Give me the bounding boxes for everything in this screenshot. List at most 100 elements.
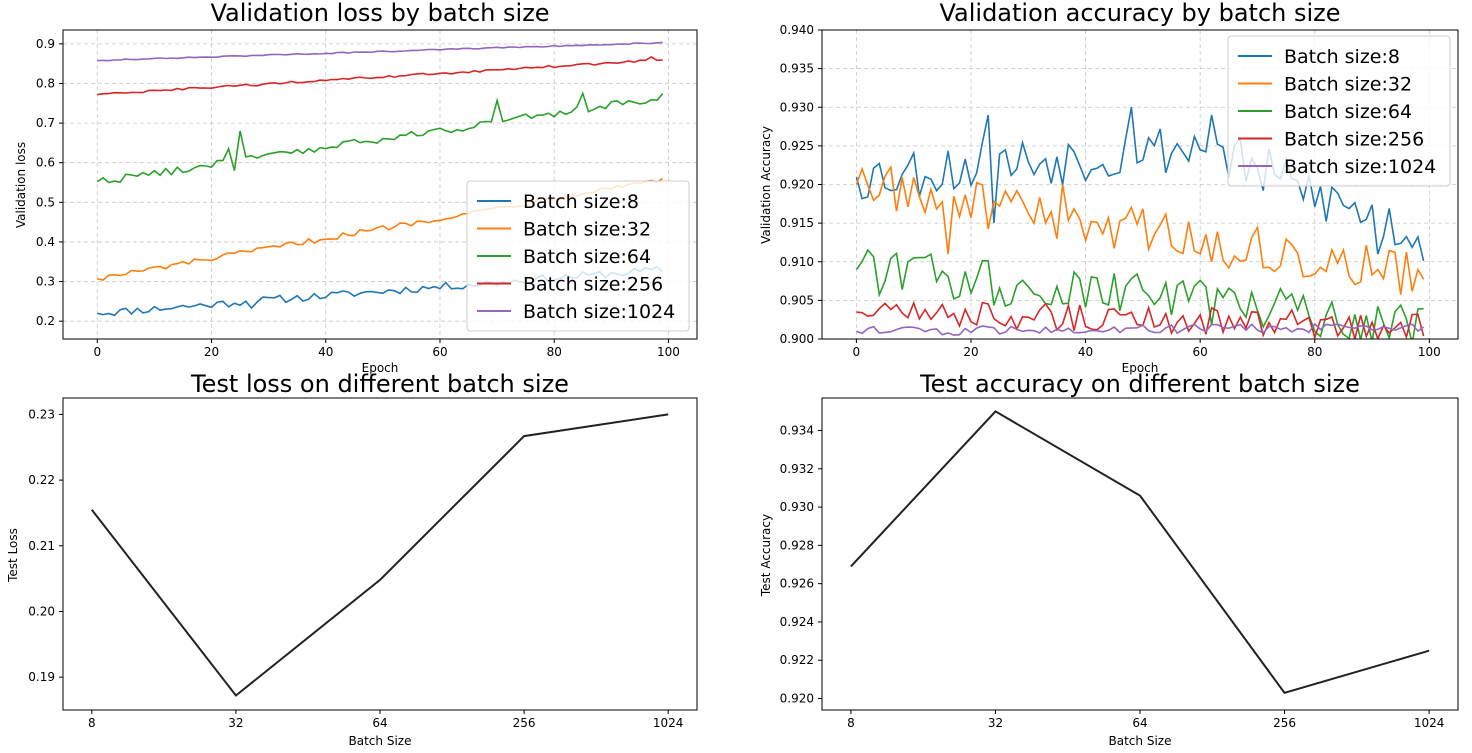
- y-axis-label: Validation Accuracy: [759, 126, 773, 244]
- axis-ticks: 8 32 64 256 1024 0.19 0.20 0.21 0.22 0.23: [28, 407, 683, 730]
- legend-label: Batch size:32: [523, 219, 651, 241]
- y-tick-label: 0.928: [780, 538, 814, 552]
- series-line: [97, 55, 663, 96]
- x-tick-label: 8: [88, 716, 96, 730]
- y-axis-label: Test Loss: [6, 528, 20, 583]
- y-axis-label: Validation loss: [14, 142, 28, 228]
- y-tick-label: 0.920: [780, 178, 814, 192]
- y-tick-label: 0.935: [780, 62, 814, 76]
- legend-label: Batch size:32: [1284, 74, 1412, 96]
- plot-lines: [850, 410, 1430, 694]
- legend-label: Batch size:1024: [1284, 156, 1436, 178]
- x-tick-label: 1024: [653, 716, 684, 730]
- plot-frame: [62, 397, 698, 711]
- legend-box: [1227, 35, 1451, 187]
- plot-frame: [62, 29, 698, 340]
- x-tick-label: 20: [204, 345, 219, 359]
- legend: Batch size:8 Batch size:32 Batch size:64 Ba…: [466, 180, 690, 332]
- x-tick-label: 0: [853, 345, 861, 359]
- y-axis-label: Test Accuracy: [759, 514, 773, 597]
- legend-label: Batch size:256: [523, 274, 663, 296]
- y-tick-label: 0.924: [780, 615, 814, 629]
- x-tick-label: 256: [1273, 716, 1296, 730]
- y-tick-label: 0.910: [780, 255, 814, 269]
- y-tick-label: 0.23: [28, 407, 55, 421]
- x-axis-label: Epoch: [1122, 361, 1159, 375]
- series-line: [856, 300, 1425, 339]
- y-tick-label: 0.905: [780, 293, 814, 307]
- x-tick-label: 0: [93, 345, 101, 359]
- y-tick-label: 0.926: [780, 577, 814, 591]
- chart-title: Test loss on different batch size: [190, 370, 569, 398]
- plot-frame: [821, 397, 1459, 711]
- y-tick-label: 0.2: [36, 314, 55, 328]
- y-tick-label: 0.925: [780, 139, 814, 153]
- series-line: [91, 413, 669, 697]
- y-tick-label: 0.930: [780, 500, 814, 514]
- legend-label: Batch size:256: [1284, 129, 1424, 151]
- x-tick-label: 256: [513, 716, 536, 730]
- y-tick-label: 0.7: [36, 116, 55, 130]
- y-tick-label: 0.934: [780, 424, 814, 438]
- y-tick-label: 0.900: [780, 332, 814, 346]
- axis-ticks: 0 20 40 60 80 100 0.900 0.905 0.910 0.915 0.920 0.9…: [780, 23, 1441, 359]
- chart-test-accuracy: Test accuracy on different batch size Ba…: [759, 370, 1459, 748]
- y-tick-label: 0.20: [28, 604, 55, 618]
- axis-ticks: 8 32 64 256 1024 0.920 0.922 0.924 0.926 0.928 0.9…: [780, 424, 1445, 730]
- plot-lines: [855, 107, 1425, 339]
- x-tick-label: 60: [432, 345, 447, 359]
- y-tick-label: 0.920: [780, 692, 814, 706]
- x-tick-label: 32: [988, 716, 1003, 730]
- series-line: [856, 322, 1425, 336]
- plot-lines: [91, 413, 669, 697]
- y-tick-label: 0.9: [36, 37, 55, 51]
- legend-label: Batch size:8: [523, 191, 639, 213]
- legend-box: [466, 180, 690, 332]
- x-tick-label: 64: [372, 716, 387, 730]
- series-line: [855, 164, 1425, 295]
- legend: Batch size:8 Batch size:32 Batch size:64 Ba…: [1227, 35, 1451, 187]
- y-tick-label: 0.922: [780, 653, 814, 667]
- legend-label: Batch size:1024: [523, 301, 675, 323]
- x-tick-label: 64: [1132, 716, 1147, 730]
- y-tick-label: 0.6: [36, 156, 55, 170]
- chart-validation-accuracy: Validation accuracy by batch size Epoch …: [759, 0, 1459, 375]
- chart-title: Validation loss by batch size: [210, 0, 549, 27]
- legend-label: Batch size:64: [523, 246, 651, 268]
- y-tick-label: 0.22: [28, 473, 55, 487]
- legend-label: Batch size:64: [1284, 101, 1412, 123]
- x-tick-label: 1024: [1414, 716, 1445, 730]
- x-axis-label: Epoch: [362, 361, 399, 375]
- y-tick-label: 0.21: [28, 539, 55, 553]
- x-tick-label: 40: [1078, 345, 1093, 359]
- chart-test-loss: Test loss on different batch size Batch …: [6, 370, 698, 748]
- y-tick-label: 0.930: [780, 100, 814, 114]
- y-tick-label: 0.4: [36, 235, 55, 249]
- chart-title: Test accuracy on different batch size: [919, 370, 1360, 398]
- x-axis-label: Batch Size: [1109, 734, 1172, 748]
- axis-ticks: 0 20 40 60 80 100 0.2 0.3 0.4 0.5 0.6 0.7 0.8 0.9: [36, 37, 680, 359]
- x-tick-label: 40: [318, 345, 333, 359]
- y-tick-label: 0.940: [780, 23, 814, 37]
- chart-title: Validation accuracy by batch size: [939, 0, 1340, 27]
- x-tick-label: 60: [1193, 345, 1208, 359]
- y-tick-label: 0.19: [28, 670, 55, 684]
- series-line: [97, 41, 663, 62]
- y-tick-label: 0.932: [780, 462, 814, 476]
- x-axis-label: Batch Size: [349, 734, 412, 748]
- series-line: [855, 107, 1425, 262]
- series-line: [850, 410, 1430, 694]
- x-tick-label: 80: [547, 345, 562, 359]
- x-tick-label: 20: [963, 345, 978, 359]
- x-tick-label: 32: [228, 716, 243, 730]
- series-line: [855, 248, 1424, 339]
- chart-validation-loss: Validation loss by batch size Epoch Vali…: [14, 0, 698, 375]
- legend-label: Batch size:8: [1284, 46, 1400, 68]
- x-tick-label: 8: [847, 716, 855, 730]
- y-tick-label: 0.915: [780, 216, 814, 230]
- y-tick-label: 0.8: [36, 76, 55, 90]
- x-tick-label: 100: [657, 345, 680, 359]
- y-tick-label: 0.3: [36, 275, 55, 289]
- series-line: [96, 91, 664, 184]
